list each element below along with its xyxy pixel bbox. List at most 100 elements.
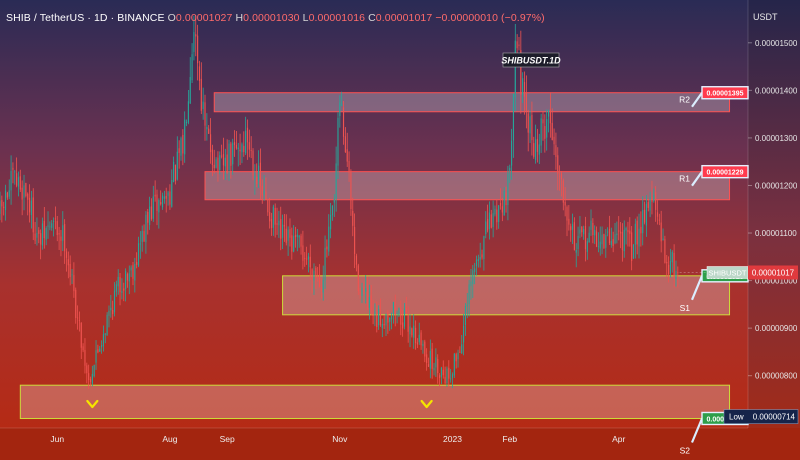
- candle-body: [182, 135, 184, 154]
- candle-body: [89, 378, 92, 383]
- candle-body: [104, 333, 106, 335]
- candle-body: [0, 200, 1, 214]
- candle-body: [12, 167, 14, 170]
- candle-body: [383, 324, 385, 326]
- symbol-name[interactable]: SHIB / TetherUS · 1D · BINANCE: [6, 12, 165, 24]
- candle-body: [503, 191, 505, 216]
- candle-body: [494, 208, 496, 215]
- candle-body: [647, 202, 649, 208]
- axis-unit-label: USDT: [753, 12, 778, 22]
- candle-body: [232, 142, 234, 165]
- candle-body: [221, 155, 223, 157]
- candle-body: [536, 139, 539, 152]
- candle-body: [350, 171, 352, 209]
- open-label: O: [167, 12, 176, 24]
- candle-body: [638, 228, 640, 247]
- candle-body: [28, 197, 31, 213]
- candle-body: [115, 284, 117, 292]
- candle-body: [477, 259, 479, 261]
- candle-body: [306, 258, 308, 260]
- candle-body: [394, 302, 396, 315]
- candle-body: [263, 190, 265, 195]
- candle-body: [276, 223, 278, 225]
- candle-body: [176, 151, 178, 180]
- candle-body: [21, 187, 23, 200]
- candle-body: [228, 143, 230, 170]
- candle-body: [354, 226, 356, 255]
- candle-body: [588, 232, 590, 243]
- candle-body: [173, 161, 175, 183]
- candle-body: [64, 224, 66, 252]
- candle-body: [108, 310, 110, 316]
- candle-body: [444, 376, 446, 384]
- candle-body: [370, 295, 372, 311]
- candle-body: [631, 232, 633, 262]
- zone-name-r2: R2: [679, 95, 690, 105]
- candle-body: [581, 226, 583, 233]
- candle-body: [481, 254, 483, 258]
- candle-body: [160, 202, 162, 205]
- candle-body: [608, 228, 611, 244]
- candle-body: [335, 163, 337, 199]
- candle-body: [154, 194, 156, 197]
- candle-body: [95, 350, 97, 363]
- candle-body: [468, 284, 470, 305]
- candle-body: [616, 233, 618, 236]
- low-value: 0.00000714: [753, 413, 796, 422]
- candle-body: [143, 231, 145, 242]
- last-price-value: 0.00001017: [752, 268, 795, 277]
- candle-body: [470, 281, 472, 287]
- candle-body: [38, 230, 40, 234]
- candle-body: [487, 218, 489, 231]
- candle-body: [101, 345, 103, 348]
- price-axis-ticks: 0.00000800 0.00000900 0.00001000 0.00001100…: [748, 39, 798, 381]
- candle-body: [614, 234, 616, 244]
- candle-body: [6, 192, 8, 198]
- candle-body: [398, 308, 400, 316]
- candle-body: [586, 241, 588, 252]
- candle-body: [632, 244, 635, 259]
- candle-body: [584, 226, 587, 250]
- candle-body: [226, 154, 228, 173]
- chevron-down-icon: [420, 399, 433, 409]
- candle-body: [416, 342, 418, 345]
- candle-body: [414, 327, 417, 344]
- high-value: 0.00001030: [243, 12, 300, 24]
- arrows-layer: [86, 399, 433, 409]
- candle-body: [571, 224, 574, 230]
- candle-body: [669, 260, 672, 274]
- candle-body: [472, 270, 474, 285]
- close-label: C: [368, 12, 376, 24]
- candle-body: [91, 374, 93, 384]
- candle-body: [390, 316, 393, 320]
- candle-body: [512, 93, 515, 141]
- candle-body: [204, 102, 206, 126]
- candle-body: [69, 263, 71, 278]
- candle-body: [496, 209, 498, 223]
- candle-body: [655, 192, 657, 210]
- candle-body: [653, 195, 655, 202]
- candle-body: [668, 264, 670, 275]
- low-badge: [723, 409, 799, 424]
- watermark-text: SHIBUSDT.1D: [501, 56, 561, 66]
- candle-body: [184, 119, 186, 155]
- candle-body: [233, 142, 236, 146]
- candle-body: [621, 231, 623, 250]
- candle-body: [594, 229, 596, 236]
- candle-body: [119, 277, 121, 293]
- candle-body: [666, 261, 668, 264]
- open-value: 0.00001027: [175, 12, 233, 24]
- candle-body: [320, 287, 322, 292]
- symbol-header: SHIB / TetherUS · 1D · BINANCE O0.000010…: [6, 12, 545, 24]
- candle-body: [352, 210, 354, 226]
- candle-body: [58, 232, 60, 235]
- candle-body: [547, 110, 550, 117]
- candle-body: [387, 311, 389, 323]
- candle-body: [163, 196, 165, 199]
- candle-body: [645, 203, 647, 226]
- zone-price-text: 0.00001229: [707, 170, 744, 177]
- candle-body: [516, 41, 518, 49]
- candle-body: [671, 251, 673, 263]
- candle-body: [224, 157, 226, 167]
